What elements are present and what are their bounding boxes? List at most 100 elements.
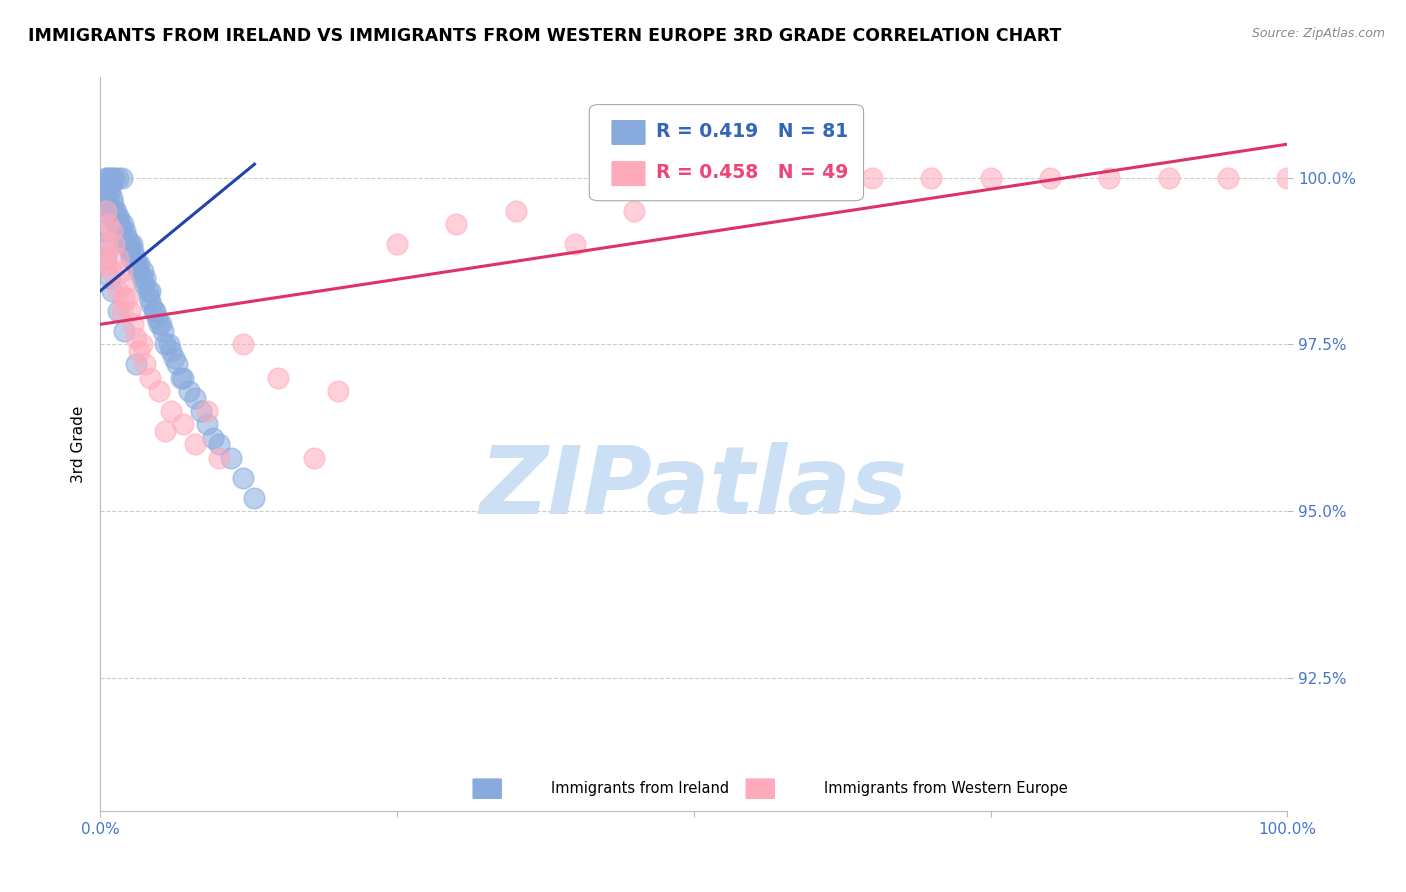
Point (91, 224, 114, 238)
Point (1216, 170, 1239, 185)
Point (166, 357, 188, 371)
Point (117, 237, 139, 252)
Point (110, 304, 132, 318)
Point (163, 351, 186, 365)
Point (184, 437, 207, 451)
Point (103, 237, 125, 252)
Text: Immigrants from Western Europe: Immigrants from Western Europe (824, 781, 1069, 797)
Point (132, 264, 155, 278)
Point (267, 370, 290, 384)
FancyBboxPatch shape (610, 120, 647, 145)
Point (860, 170, 883, 185)
Point (127, 264, 149, 278)
Point (93, 203, 115, 218)
Point (682, 170, 704, 185)
Point (152, 324, 174, 338)
Point (134, 357, 156, 371)
Point (121, 237, 143, 252)
Point (124, 251, 146, 265)
Point (105, 211, 128, 225)
Point (446, 217, 468, 231)
Point (208, 437, 231, 451)
Point (243, 491, 266, 505)
Point (104, 203, 127, 218)
Point (107, 304, 129, 318)
Point (120, 251, 142, 265)
Point (564, 237, 586, 252)
Point (155, 337, 177, 351)
Point (107, 224, 129, 238)
Point (190, 404, 212, 418)
Point (98, 270, 121, 285)
Point (107, 251, 129, 265)
Point (1039, 170, 1062, 185)
Point (93, 251, 115, 265)
Point (110, 217, 132, 231)
Point (94, 251, 117, 265)
Point (920, 170, 942, 185)
Point (104, 217, 127, 231)
Point (128, 257, 150, 271)
Point (326, 384, 349, 398)
Point (138, 291, 160, 305)
Point (94, 197, 117, 211)
Point (1098, 170, 1121, 185)
Point (201, 431, 224, 445)
Point (94, 170, 117, 185)
Point (980, 170, 1002, 185)
FancyBboxPatch shape (745, 778, 776, 800)
Point (160, 344, 183, 359)
Point (117, 230, 139, 244)
Point (155, 424, 177, 438)
Point (103, 197, 125, 211)
Point (110, 170, 132, 185)
Point (103, 170, 125, 185)
Point (107, 284, 129, 298)
Point (148, 318, 170, 332)
Point (195, 404, 218, 418)
Point (505, 203, 527, 218)
Point (107, 170, 129, 185)
Point (143, 304, 166, 318)
Point (125, 257, 148, 271)
Point (93, 237, 115, 252)
Point (112, 230, 135, 244)
Point (302, 450, 325, 465)
Point (98, 184, 121, 198)
Point (131, 337, 153, 351)
Point (101, 203, 124, 218)
Point (132, 277, 155, 292)
Point (118, 237, 141, 252)
Point (125, 257, 148, 271)
Text: Immigrants from Ireland: Immigrants from Ireland (551, 781, 730, 797)
Point (96, 170, 118, 185)
Point (114, 224, 136, 238)
Point (232, 337, 254, 351)
Point (98, 170, 121, 185)
Point (125, 357, 148, 371)
Point (118, 304, 141, 318)
Point (623, 203, 645, 218)
Point (160, 404, 183, 418)
Point (100, 264, 122, 278)
Point (128, 344, 150, 359)
Point (97, 178, 120, 192)
Point (157, 337, 180, 351)
Point (108, 211, 131, 225)
Point (94, 203, 117, 218)
Point (94, 257, 117, 271)
Point (122, 244, 145, 258)
Point (149, 318, 172, 332)
FancyBboxPatch shape (610, 161, 647, 186)
FancyBboxPatch shape (472, 778, 502, 800)
Point (742, 170, 765, 185)
Point (179, 384, 201, 398)
Point (101, 284, 124, 298)
Point (111, 217, 134, 231)
Point (172, 370, 194, 384)
Point (101, 224, 124, 238)
Point (385, 237, 408, 252)
Point (112, 237, 135, 252)
Point (103, 211, 125, 225)
Point (103, 203, 125, 218)
